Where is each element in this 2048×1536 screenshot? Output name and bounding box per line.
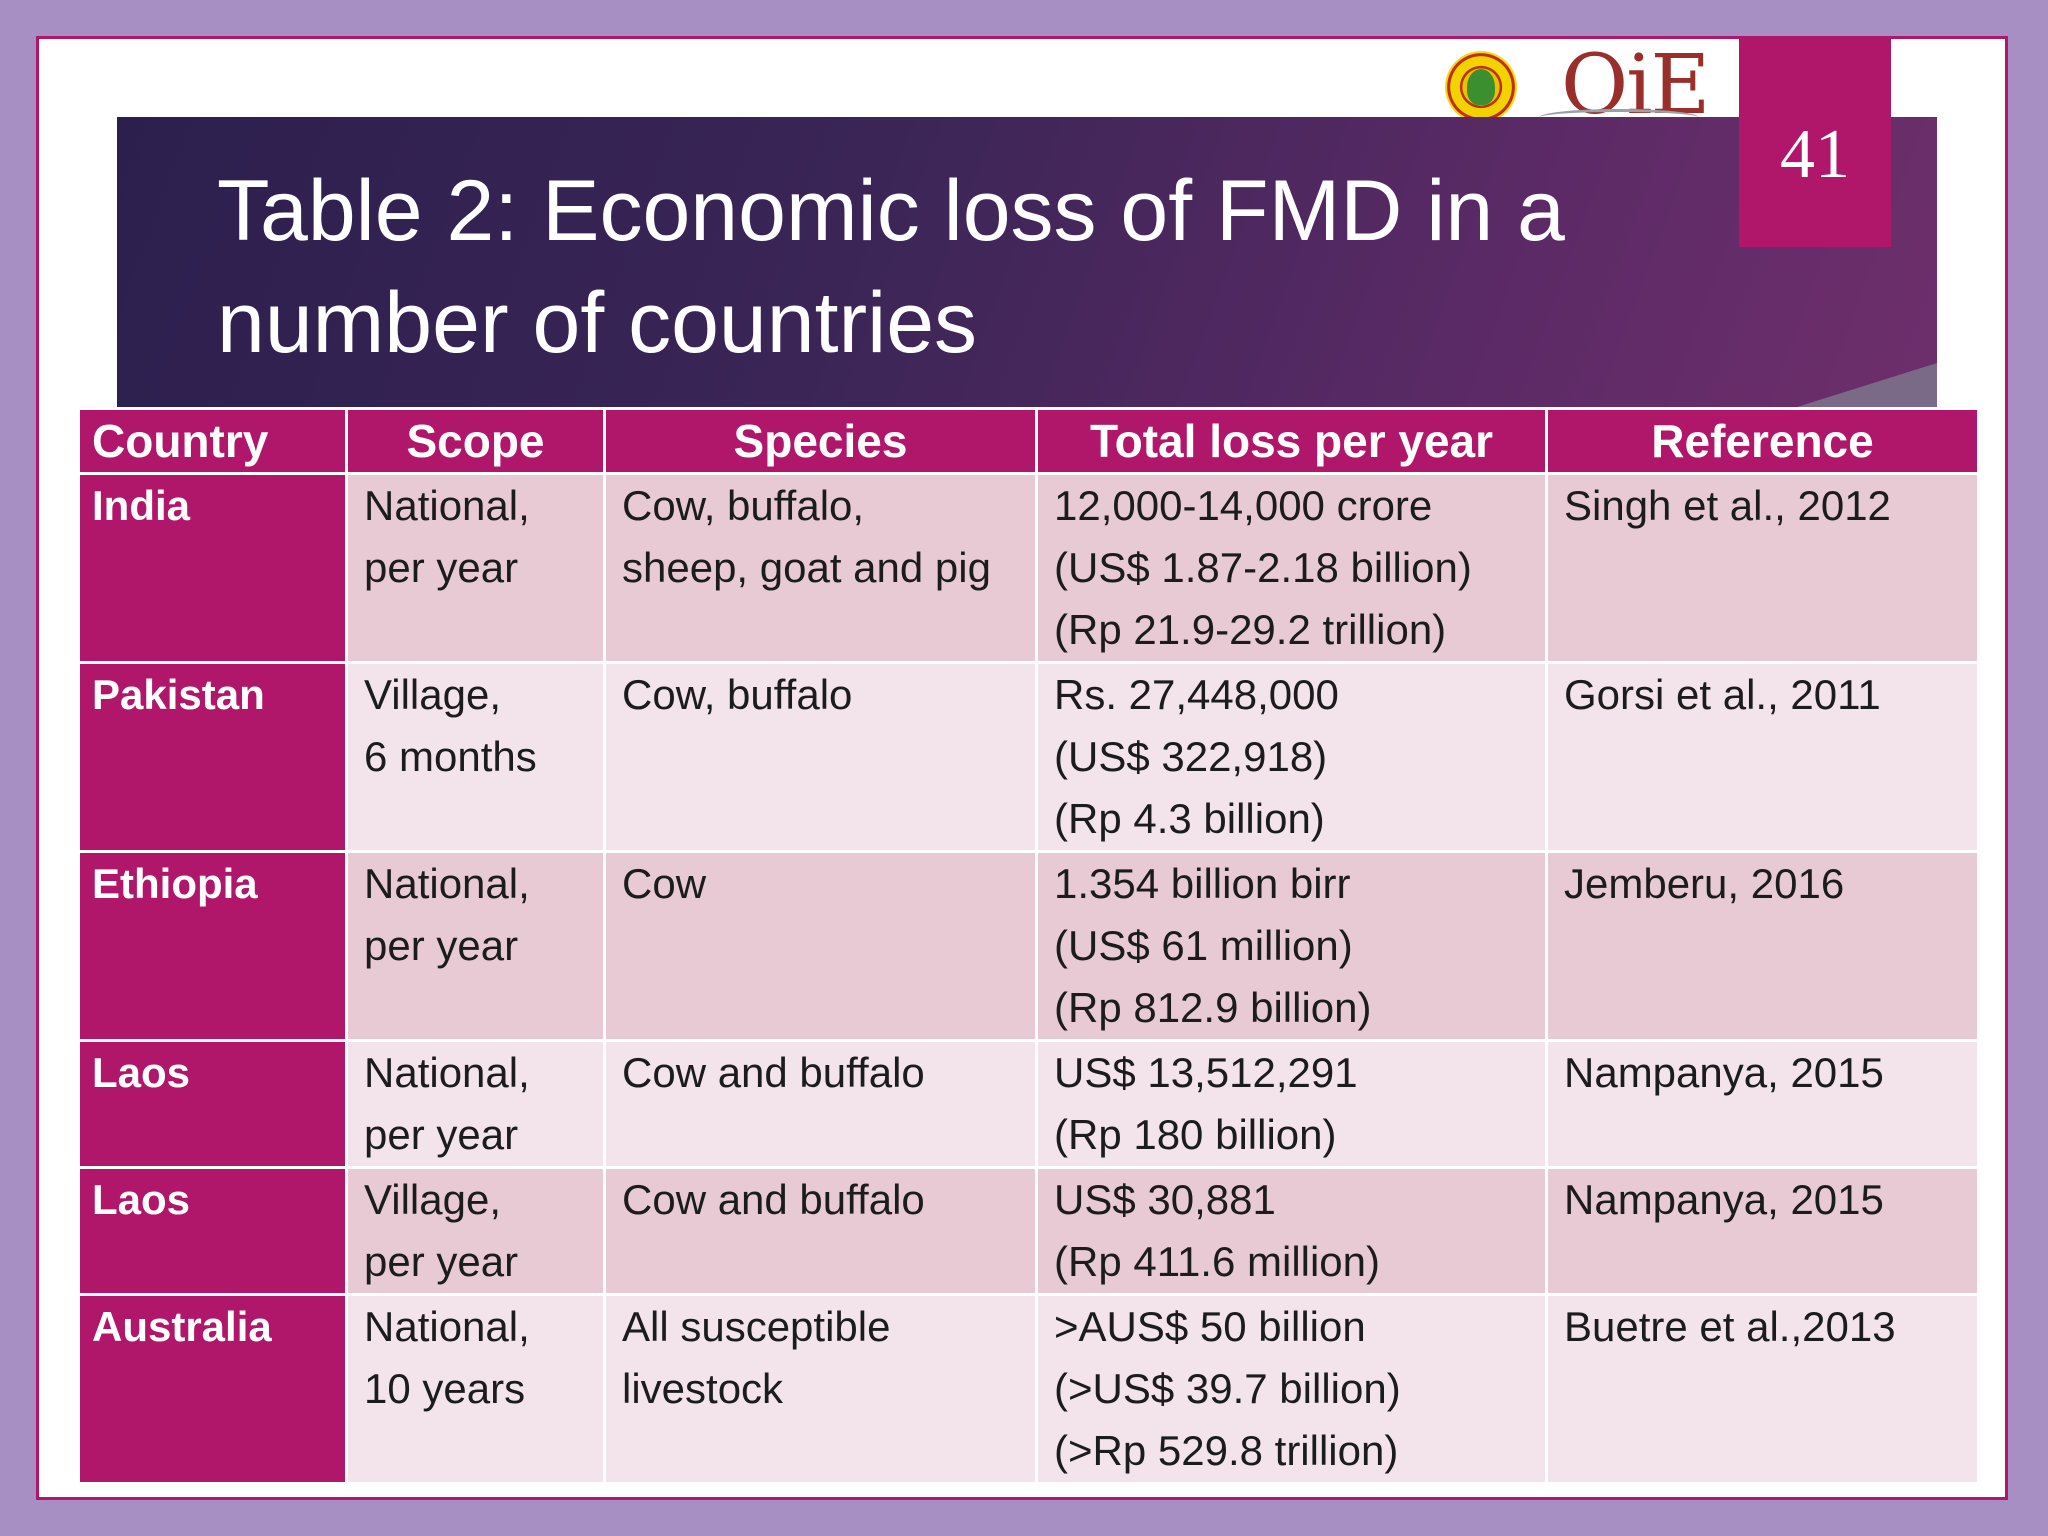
table-row: Laos Village, per year Cow and buffalo U… bbox=[77, 1166, 1980, 1296]
reference-cell: Singh et al., 2012 bbox=[1545, 472, 1980, 664]
header-country: Country bbox=[77, 407, 348, 475]
loss-line: >AUS$ 50 billion bbox=[1054, 1303, 1366, 1350]
country-cell: Laos bbox=[77, 1039, 348, 1169]
scope-line: per year bbox=[364, 544, 519, 591]
loss-cell: 1.354 billion birr (US$ 61 million) (Rp … bbox=[1035, 850, 1548, 1042]
scope-cell: National, 10 years bbox=[345, 1293, 606, 1485]
scope-line: National, bbox=[364, 1303, 530, 1350]
table-row: India National, per year Cow, buffalo, s… bbox=[77, 472, 1980, 664]
species-line: Cow, buffalo bbox=[622, 671, 853, 718]
scope-line: per year bbox=[364, 922, 519, 969]
country-cell: India bbox=[77, 472, 348, 664]
species-line: Cow and buffalo bbox=[622, 1176, 925, 1223]
loss-line: (Rp 21.9-29.2 trillion) bbox=[1054, 606, 1447, 653]
scope-cell: Village, per year bbox=[345, 1166, 606, 1296]
header-scope: Scope bbox=[345, 407, 606, 475]
scope-line: 10 years bbox=[364, 1365, 526, 1412]
loss-line: 1.354 billion birr bbox=[1054, 860, 1351, 907]
loss-line: (US$ 61 million) bbox=[1054, 922, 1353, 969]
species-cell: Cow, buffalo bbox=[603, 661, 1038, 853]
seal-leaf-icon bbox=[1467, 69, 1495, 105]
loss-line: (>Rp 529.8 trillion) bbox=[1054, 1427, 1399, 1474]
species-cell: All susceptible livestock bbox=[603, 1293, 1038, 1485]
economic-loss-table: Country Scope Species Total loss per yea… bbox=[77, 407, 1980, 1485]
reference-cell: Nampanya, 2015 bbox=[1545, 1166, 1980, 1296]
species-cell: Cow and buffalo bbox=[603, 1166, 1038, 1296]
title-banner: Table 2: Economic loss of FMD in a numbe… bbox=[117, 117, 1937, 407]
reference-cell: Buetre et al.,2013 bbox=[1545, 1293, 1980, 1485]
species-line: sheep, goat and pig bbox=[622, 544, 991, 591]
reference-cell: Nampanya, 2015 bbox=[1545, 1039, 1980, 1169]
species-line: Cow bbox=[622, 860, 707, 907]
country-cell: Australia bbox=[77, 1293, 348, 1485]
loss-line: (Rp 180 billion) bbox=[1054, 1111, 1337, 1158]
scope-line: National, bbox=[364, 860, 530, 907]
university-seal-icon bbox=[1445, 51, 1517, 123]
scope-cell: National, per year bbox=[345, 1039, 606, 1169]
reference-cell: Gorsi et al., 2011 bbox=[1545, 661, 1980, 853]
country-cell: Ethiopia bbox=[77, 850, 348, 1042]
loss-line: (Rp 812.9 billion) bbox=[1054, 984, 1372, 1031]
table-row: Australia National, 10 years All suscept… bbox=[77, 1293, 1980, 1485]
header-total-loss: Total loss per year bbox=[1035, 407, 1548, 475]
table-row: Laos National, per year Cow and buffalo … bbox=[77, 1039, 1980, 1169]
loss-line: (>US$ 39.7 billion) bbox=[1054, 1365, 1401, 1412]
species-line: Cow and buffalo bbox=[622, 1049, 925, 1096]
loss-line: (US$ 322,918) bbox=[1054, 733, 1328, 780]
slide: OiE Table 2: Economic loss of FMD in a n… bbox=[36, 36, 2008, 1500]
header-reference: Reference bbox=[1545, 407, 1980, 475]
reference-cell: Jemberu, 2016 bbox=[1545, 850, 1980, 1042]
country-cell: Pakistan bbox=[77, 661, 348, 853]
scope-cell: Village, 6 months bbox=[345, 661, 606, 853]
country-cell: Laos bbox=[77, 1166, 348, 1296]
species-cell: Cow and buffalo bbox=[603, 1039, 1038, 1169]
page-number: 41 bbox=[1739, 39, 1891, 247]
scope-line: Village, bbox=[364, 1176, 501, 1223]
loss-line: US$ 13,512,291 bbox=[1054, 1049, 1358, 1096]
loss-cell: >AUS$ 50 billion (>US$ 39.7 billion) (>R… bbox=[1035, 1293, 1548, 1485]
species-line: Cow, buffalo, bbox=[622, 482, 865, 529]
loss-cell: 12,000-14,000 crore (US$ 1.87-2.18 billi… bbox=[1035, 472, 1548, 664]
scope-line: per year bbox=[364, 1238, 519, 1285]
loss-line: (Rp 4.3 billion) bbox=[1054, 795, 1325, 842]
slide-title: Table 2: Economic loss of FMD in a numbe… bbox=[217, 163, 1565, 371]
species-line: livestock bbox=[622, 1365, 784, 1412]
loss-line: (US$ 1.87-2.18 billion) bbox=[1054, 544, 1472, 591]
species-cell: Cow bbox=[603, 850, 1038, 1042]
loss-cell: US$ 30,881 (Rp 411.6 million) bbox=[1035, 1166, 1548, 1296]
loss-line: Rs. 27,448,000 bbox=[1054, 671, 1339, 718]
species-cell: Cow, buffalo, sheep, goat and pig bbox=[603, 472, 1038, 664]
table-header-row: Country Scope Species Total loss per yea… bbox=[77, 407, 1980, 475]
scope-cell: National, per year bbox=[345, 850, 606, 1042]
scope-line: National, bbox=[364, 482, 530, 529]
table-row: Pakistan Village, 6 months Cow, buffalo … bbox=[77, 661, 1980, 853]
scope-line: per year bbox=[364, 1111, 519, 1158]
species-line: All susceptible bbox=[622, 1303, 891, 1350]
scope-line: 6 months bbox=[364, 733, 537, 780]
oie-swoosh-icon bbox=[1539, 109, 1699, 126]
loss-line: (Rp 411.6 million) bbox=[1054, 1238, 1381, 1285]
table-row: Ethiopia National, per year Cow 1.354 bi… bbox=[77, 850, 1980, 1042]
scope-line: Village, bbox=[364, 671, 501, 718]
scope-line: National, bbox=[364, 1049, 530, 1096]
loss-line: US$ 30,881 bbox=[1054, 1176, 1276, 1223]
loss-line: 12,000-14,000 crore bbox=[1054, 482, 1433, 529]
header-species: Species bbox=[603, 407, 1038, 475]
loss-cell: US$ 13,512,291 (Rp 180 billion) bbox=[1035, 1039, 1548, 1169]
banner-wedge bbox=[1797, 363, 1937, 407]
loss-cell: Rs. 27,448,000 (US$ 322,918) (Rp 4.3 bil… bbox=[1035, 661, 1548, 853]
scope-cell: National, per year bbox=[345, 472, 606, 664]
